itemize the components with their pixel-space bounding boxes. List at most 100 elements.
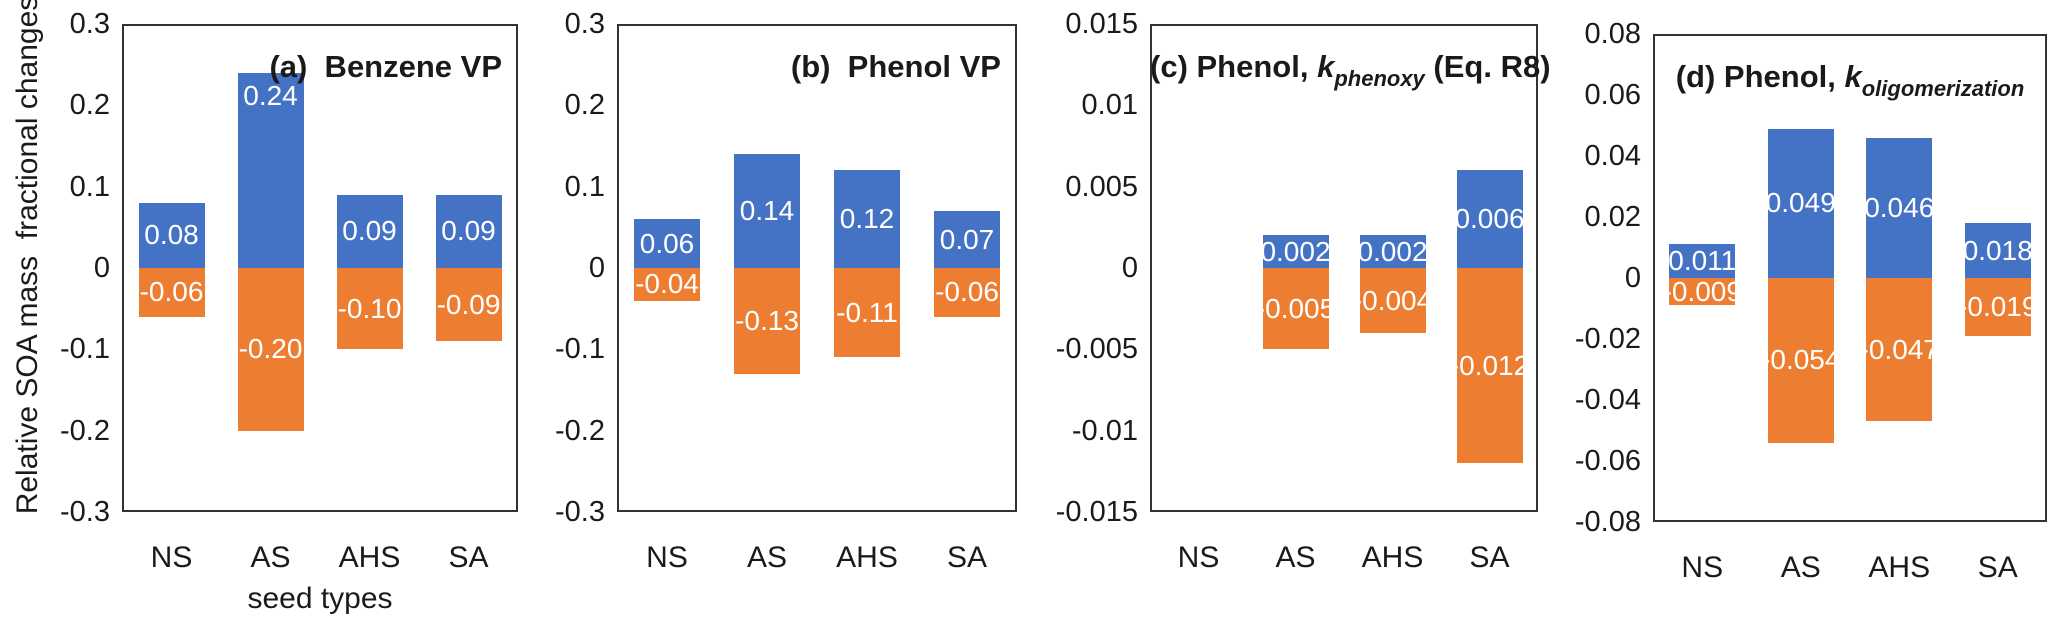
bar-value-label: 0.049	[1765, 187, 1836, 219]
bar-value-label: 0.006	[1454, 203, 1525, 235]
bar-positive-ns	[634, 219, 700, 268]
bar-negative-sa	[435, 268, 502, 342]
bar-positive-as	[734, 154, 800, 268]
bar-value-label: -0.04	[635, 268, 699, 300]
x-category-label-sa: SA	[1469, 541, 1510, 574]
bar-positive-as	[1262, 235, 1329, 268]
bar-value-label: -0.047	[1859, 333, 1939, 365]
bar-value-label: -0.005	[1255, 292, 1336, 324]
bar-positive-as	[1767, 128, 1834, 278]
y-tick-label-c: 0.01	[1081, 89, 1138, 122]
bar-value-label: 0.12	[839, 203, 895, 235]
x-category-label-ahs: AHS	[1868, 551, 1931, 584]
bar-positive-ahs	[336, 194, 403, 268]
y-tick-label-c: 0.015	[1065, 8, 1138, 40]
bar-negative-sa	[934, 268, 1000, 317]
bar-negative-sa	[1964, 278, 2031, 336]
bar-value-label: 0.011	[1668, 245, 1737, 277]
bar-positive-ns	[138, 202, 205, 268]
x-category-label-sa: SA	[448, 541, 489, 574]
x-category-label-as: AS	[746, 541, 788, 574]
bar-value-label: 0.06	[639, 227, 695, 259]
x-category-label-ahs: AHS	[1361, 541, 1424, 574]
panel-title-d: (d) Phenol, koligomerization	[1675, 59, 2025, 102]
x-axis-title: seed types	[247, 582, 393, 615]
bar-negative-ns	[1669, 278, 1736, 306]
bar-value-label: -0.012	[1449, 349, 1530, 381]
x-category-label-ahs: AHS	[836, 541, 898, 574]
y-tick-label-a: -0.1	[60, 333, 110, 366]
y-tick-label-b: 0.2	[564, 89, 605, 122]
bar-value-label: -0.054	[1761, 344, 1841, 376]
x-category-label-ns: NS	[1681, 551, 1724, 584]
bar-value-label: 0.09	[342, 215, 397, 247]
bar-value-label: 0.09	[441, 215, 496, 247]
bar-negative-as	[1767, 278, 1834, 443]
x-category-label-sa: SA	[1977, 551, 2018, 584]
y-tick-label-d: 0.06	[1584, 79, 1641, 111]
bar-value-label: 0.018	[1962, 234, 2033, 266]
y-tick-label-b: -0.3	[555, 496, 605, 528]
bar-value-label: -0.13	[735, 304, 799, 336]
bar-value-label: 0.07	[939, 223, 995, 255]
y-tick-label-b: 0.3	[564, 8, 605, 40]
y-tick-label-d: 0.04	[1584, 140, 1641, 172]
x-category-label-as: AS	[1780, 551, 1821, 584]
y-tick-label-a: -0.3	[60, 496, 110, 528]
bar-negative-as	[734, 268, 800, 374]
y-tick-label-a: 0	[93, 252, 110, 284]
y-tick-label-d: -0.08	[1574, 506, 1641, 538]
x-category-label-ns: NS	[1177, 541, 1220, 574]
y-tick-label-a: 0.3	[69, 8, 110, 40]
bar-positive-sa	[435, 194, 502, 268]
y-tick-label-d: -0.06	[1574, 445, 1641, 477]
y-tick-label-b: 0.1	[564, 170, 605, 203]
bar-value-label: -0.11	[836, 296, 898, 328]
bar-negative-sa	[1456, 268, 1523, 464]
bar-negative-ns	[138, 268, 205, 317]
y-tick-label-c: 0	[1121, 252, 1138, 284]
bar-negative-as	[237, 268, 304, 431]
y-tick-label-d: 0.08	[1584, 18, 1641, 50]
bar-negative-ahs	[1359, 268, 1426, 334]
bar-negative-ahs	[336, 268, 403, 350]
bar-value-label: 0.002	[1357, 235, 1428, 267]
bar-value-label: 0.046	[1864, 191, 1935, 223]
x-category-label-sa: SA	[946, 541, 988, 574]
y-tick-label-c: -0.01	[1071, 414, 1138, 447]
y-tick-label-a: 0.1	[69, 170, 110, 203]
y-tick-label-c: 0.005	[1065, 170, 1138, 203]
bar-positive-sa	[934, 211, 1000, 268]
bar-value-label: -0.019	[1958, 290, 2038, 322]
y-tick-label-d: -0.02	[1574, 323, 1641, 355]
y-tick-label-d: 0.02	[1584, 201, 1641, 233]
bar-value-label: -0.06	[935, 276, 999, 308]
x-category-label-as: AS	[1275, 541, 1316, 574]
bar-negative-as	[1262, 268, 1329, 350]
x-category-label-ns: NS	[150, 541, 193, 574]
y-tick-label-c: -0.005	[1055, 333, 1138, 366]
bar-positive-sa	[1456, 170, 1523, 268]
bar-positive-sa	[1964, 223, 2031, 278]
panel-title-b: (b) Phenol VP	[790, 49, 1001, 84]
y-tick-label-b: -0.1	[555, 333, 605, 366]
bar-value-label: 0.002	[1260, 235, 1331, 267]
bar-value-label: 0.08	[144, 219, 199, 251]
y-tick-label-d: -0.04	[1574, 384, 1641, 416]
x-category-label-ns: NS	[646, 541, 688, 574]
bar-positive-ns	[1669, 244, 1736, 278]
panel-title-c: (c) Phenol, kphenoxy (Eq. R8)	[1150, 49, 1551, 92]
bar-value-label: -0.009	[1662, 275, 1742, 307]
bar-value-label: -0.10	[337, 292, 402, 324]
bar-value-label: 0.14	[739, 195, 795, 227]
x-category-label-as: AS	[250, 541, 291, 574]
bar-negative-ahs	[834, 268, 900, 358]
x-category-label-ahs: AHS	[338, 541, 401, 574]
bar-value-label: -0.20	[238, 333, 303, 365]
bar-negative-ahs	[1866, 278, 1933, 422]
y-tick-label-a: 0.2	[69, 89, 110, 122]
bar-value-label: -0.09	[436, 288, 501, 320]
bar-value-label: 0.24	[243, 79, 298, 111]
bar-positive-ahs	[1866, 137, 1933, 278]
